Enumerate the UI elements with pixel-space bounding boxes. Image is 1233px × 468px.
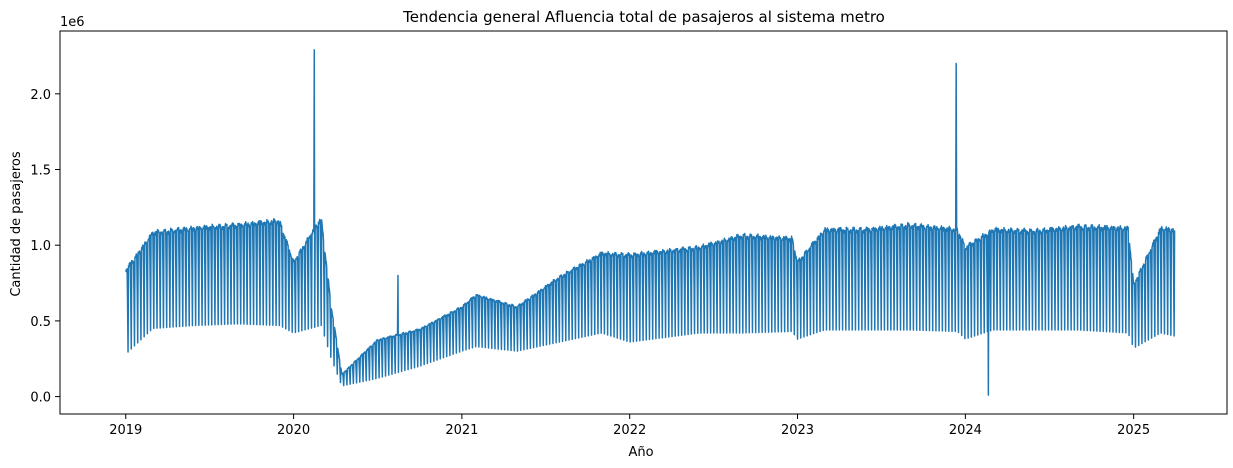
x-tick-label: 2019 (109, 423, 142, 438)
x-tick-label: 2021 (445, 423, 478, 438)
x-tick-label: 2022 (613, 423, 646, 438)
series-line (125, 49, 1176, 396)
x-axis-label: Año (628, 445, 653, 460)
x-tick-label: 2024 (949, 423, 982, 438)
y-axis-label: Cantidad de pasajeros (9, 151, 24, 297)
y-tick-label: 0.0 (30, 391, 51, 406)
x-tick-label: 2020 (277, 423, 310, 438)
x-tick-label: 2023 (781, 423, 814, 438)
y-tick-label: 2.0 (30, 88, 51, 103)
y-offset-label: 1e6 (60, 15, 85, 30)
y-tick-label: 0.5 (30, 315, 51, 330)
y-axis-ticks: 0.0 0.5 1.0 1.5 2.0 (30, 88, 60, 406)
chart-marks (125, 49, 1176, 396)
plot-frame (59, 30, 1228, 415)
y-tick-label: 1.0 (30, 239, 51, 254)
chart-title: Tendencia general Afluencia total de pas… (402, 8, 885, 26)
x-tick-label: 2025 (1117, 423, 1150, 438)
y-tick-label: 1.5 (30, 164, 51, 179)
x-axis-ticks: 2019 2020 2021 2022 2023 2024 2025 (109, 414, 1150, 438)
